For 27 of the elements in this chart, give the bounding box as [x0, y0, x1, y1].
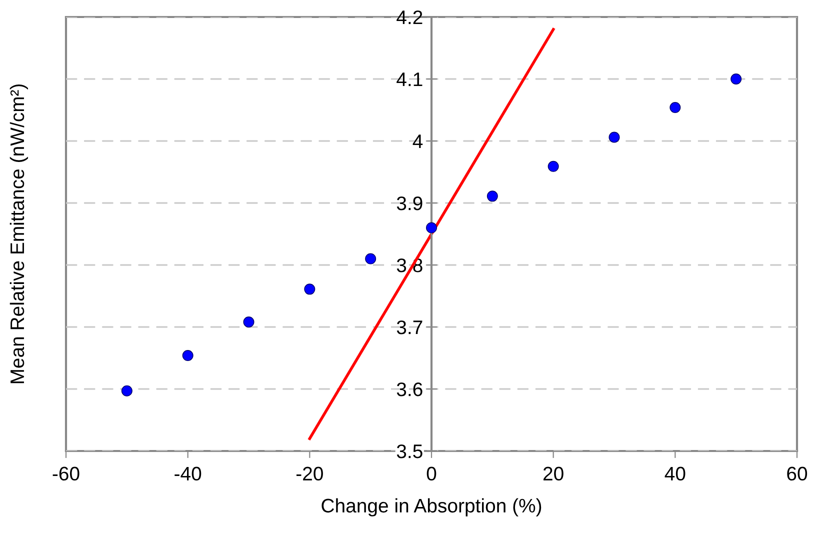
point	[365, 253, 376, 264]
point	[608, 132, 620, 143]
point	[426, 222, 437, 234]
x-tick-label: 20	[544, 466, 564, 481]
point	[243, 316, 254, 328]
y-axis-title: Mean Relative Emittance (nW/cm²)	[10, 84, 28, 384]
x-tick-label: 40	[664, 466, 686, 481]
point	[121, 385, 132, 396]
point	[486, 190, 498, 202]
point	[304, 284, 316, 295]
y-tick-label: 3.6	[396, 382, 422, 396]
y-tick-label: 3.5	[396, 444, 422, 458]
x-axis-title: Change in Absorption (%)	[322, 498, 542, 516]
y-tick-label: 4	[412, 134, 423, 148]
y-tick-label: 4.2	[396, 10, 422, 24]
y-tick-label: 3.9	[396, 196, 422, 210]
y-tick-label: 4.1	[396, 72, 422, 86]
x-tick-label: 0	[426, 466, 436, 481]
point	[182, 350, 194, 362]
x-tick-label: 60	[787, 466, 808, 481]
x-tick-label: -60	[52, 466, 80, 481]
x-tick-label: -20	[296, 466, 323, 481]
y-tick-label: 3.7	[396, 320, 422, 334]
x-tick-label: -40	[174, 466, 202, 481]
point	[670, 102, 681, 114]
point	[548, 160, 559, 172]
point	[730, 74, 742, 84]
